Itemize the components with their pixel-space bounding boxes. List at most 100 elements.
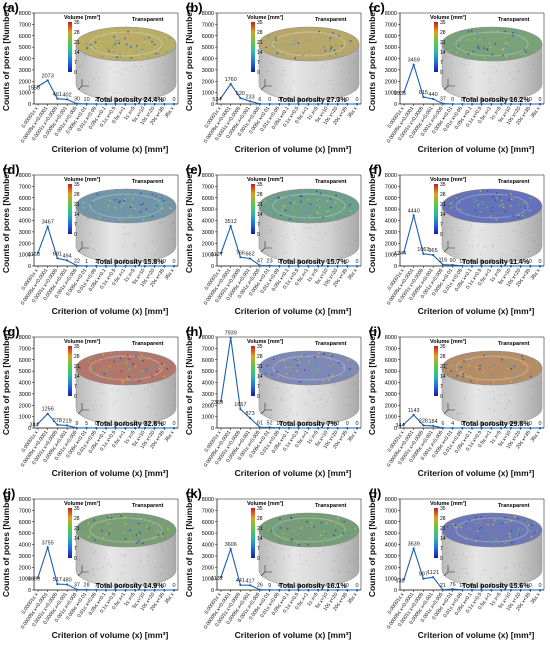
x-tick-label: 35≤ x (164, 591, 176, 605)
data-point (461, 588, 464, 591)
specimen-top (75, 512, 177, 548)
pore-dot (515, 377, 518, 379)
specimen-ring (455, 355, 529, 381)
pore-dot (149, 358, 152, 361)
colorbar-tick: 0 (257, 232, 260, 238)
pore-dot (449, 412, 451, 414)
data-point (124, 588, 127, 592)
pore-dot (123, 200, 125, 202)
pore-dot (103, 372, 106, 375)
pore-dot (106, 372, 108, 375)
pore-dot (316, 215, 318, 217)
pore-dot (143, 55, 145, 57)
pore-dot (106, 518, 108, 520)
colorbar-tick: 7 (74, 60, 77, 66)
pore-dot (107, 516, 109, 519)
y-axis-title: Counts of pores [Number] (1, 168, 11, 273)
pore-dot (509, 72, 511, 75)
pore-dot (259, 412, 261, 415)
pore-dot (265, 526, 267, 529)
pore-dot (472, 197, 474, 200)
y-tick-label: 6000 (202, 520, 214, 526)
pore-dot (112, 524, 115, 527)
pore-dot (450, 570, 452, 572)
pore-dot (264, 200, 267, 202)
pore-dot (115, 39, 117, 42)
pore-dot (109, 67, 111, 69)
data-label: 0 (124, 97, 127, 103)
pore-dot (530, 197, 533, 200)
pore-dot (512, 541, 515, 544)
data-label: 0 (500, 97, 503, 103)
pore-dot (128, 537, 130, 539)
data-label: 0 (529, 421, 532, 427)
data-point (529, 588, 532, 592)
pore-dot (134, 245, 136, 247)
data-point (412, 547, 415, 550)
y-tick-label: 5000 (385, 369, 397, 375)
pore-dot (126, 354, 129, 356)
pore-dot (536, 82, 538, 85)
pore-dot (327, 199, 330, 202)
pore-dot (479, 555, 481, 557)
pore-dot (281, 209, 283, 211)
pore-dot (461, 413, 464, 415)
pore-dot (323, 372, 325, 374)
pore-dot (174, 404, 176, 406)
data-point (402, 250, 406, 253)
pore-dot (158, 367, 161, 370)
pore-dot (120, 58, 122, 60)
pore-dot (291, 218, 293, 220)
y-tick-label: 3000 (385, 392, 397, 398)
pore-dot (151, 215, 154, 218)
pore-dot (125, 233, 127, 235)
pore-dot (317, 212, 319, 215)
y-tick-label: 1000 (202, 415, 214, 421)
pore-dot (288, 218, 291, 221)
pore-dot (515, 370, 518, 373)
pore-dot (528, 363, 531, 366)
data-point (66, 259, 69, 262)
pore-dot (124, 37, 127, 40)
pore-dot (310, 201, 313, 204)
data-label: 0 (480, 97, 483, 103)
y-tick-label: 5000 (385, 531, 397, 537)
pore-dot (468, 364, 471, 367)
pore-dot (488, 91, 490, 93)
pore-dot (305, 226, 307, 228)
pore-dot (463, 210, 465, 212)
data-label: 0 (163, 97, 166, 103)
pore-dot (102, 384, 104, 386)
data-point (258, 102, 261, 105)
pore-dot (100, 404, 103, 406)
data-point (219, 252, 223, 255)
x-axis-title: Criterion of volume (x) [mm³] (52, 630, 169, 640)
pore-dot (479, 352, 482, 355)
data-point (519, 588, 522, 592)
pore-dot (273, 43, 276, 46)
pore-dot (294, 238, 296, 240)
pore-dot (299, 381, 302, 383)
pore-dot (320, 59, 322, 61)
pore-dot (348, 404, 350, 406)
transparent-label: Transparent (498, 17, 530, 23)
pore-dot (114, 539, 117, 542)
data-label: 23 (267, 259, 273, 265)
pore-dot (122, 203, 125, 205)
pore-dot (127, 377, 129, 380)
data-label: 0 (268, 97, 271, 103)
data-label: 0 (317, 97, 320, 103)
colorbar-tick: 21 (74, 40, 80, 46)
pore-dot (443, 391, 445, 393)
y-tick-label: 0 (394, 102, 397, 108)
data-point (470, 588, 474, 591)
pore-dot (506, 522, 509, 525)
pore-dot (506, 543, 509, 545)
data-label: 3512 (225, 219, 237, 225)
pore-dot (90, 542, 92, 544)
pore-dot (331, 211, 334, 214)
pore-dot (509, 536, 511, 539)
pore-dot (134, 207, 137, 210)
pore-dot (487, 354, 490, 356)
